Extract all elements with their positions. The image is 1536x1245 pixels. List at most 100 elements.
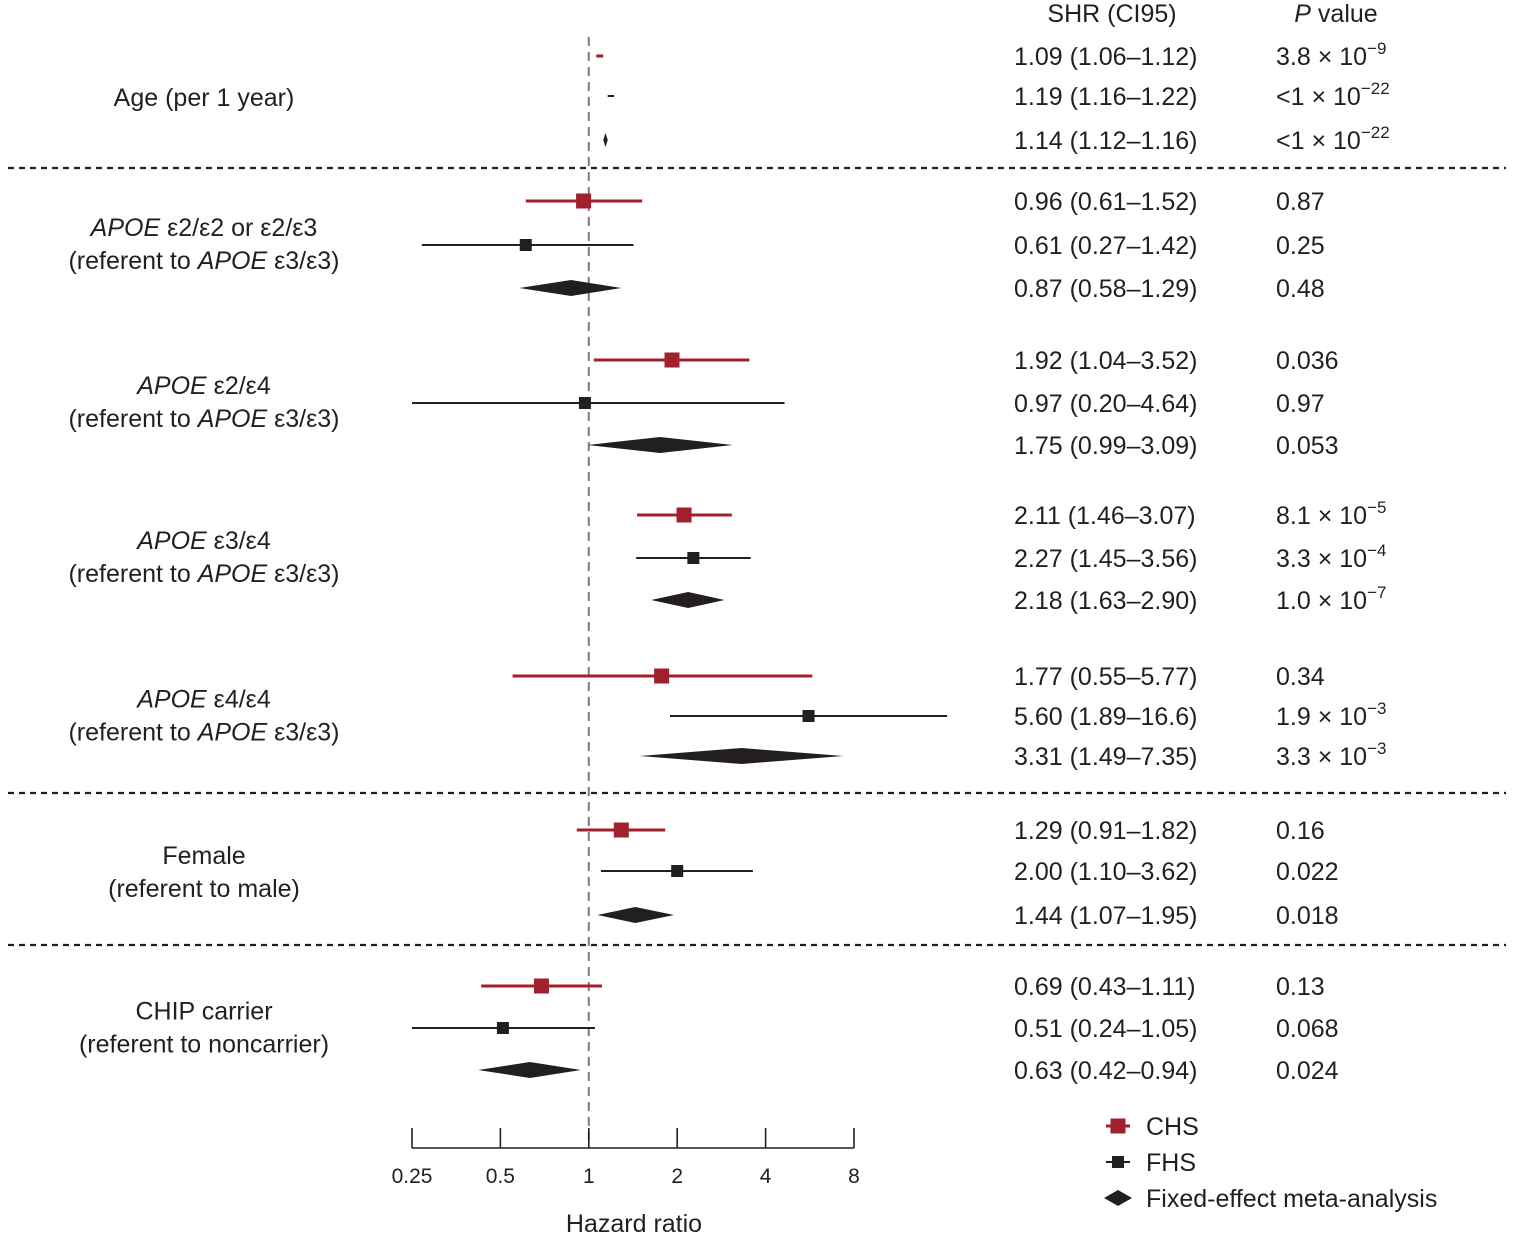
p-value-base: 0.48 [1276,275,1325,303]
fhs-p-value: 1.9 × 10−3 [1276,699,1386,731]
chs-point-estimate [533,978,549,994]
chs-shr-value: 0.69 (0.43–1.11) [1014,973,1196,1001]
group-label-line: APOE ε2/ε4 [135,372,271,400]
meta-shr-value: 0.87 (0.58–1.29) [1014,275,1197,303]
x-tick-label: 4 [760,1165,772,1188]
chs-shr-value: 2.11 (1.46–3.07) [1014,502,1196,530]
group-label-italic: APOE [196,560,268,588]
fhs-shr-value: 1.19 (1.16–1.22) [1014,83,1197,111]
group-6: Female (referent to male) 1.29 (0.91–1.82)… [108,817,1338,930]
p-value-exponent: −3 [1367,699,1386,718]
p-value-exponent: −9 [1367,39,1386,58]
group-label-text: Age (per 1 year) [114,84,295,112]
group-label-line: APOE ε2/ε2 or ε2/ε3 [89,214,318,242]
meta-diamond [519,280,622,296]
legend-square-icon [1112,1156,1124,1168]
group-label-italic: APOE [196,247,268,275]
fhs-shr-value: 0.51 (0.24–1.05) [1014,1015,1197,1043]
group-label-text: ε3/ε4 [207,527,271,555]
group-label-italic: APOE [89,214,161,242]
meta-diamond [478,1062,581,1078]
p-value-exponent: −7 [1367,583,1386,602]
x-tick-label: 8 [848,1165,860,1188]
group-label-italic: APOE [135,372,207,400]
chs-p-value: 0.34 [1276,663,1325,691]
p-value-base: 0.022 [1276,858,1339,886]
chs-shr-value: 1.09 (1.06–1.12) [1014,43,1197,71]
group-label-text: ε3/ε3) [267,560,339,588]
x-axis-label: Hazard ratio [566,1210,702,1238]
shr-column-header: SHR (CI95) [1047,0,1176,28]
p-value-base: 1.9 × 10 [1276,703,1367,731]
chs-point-estimate [654,668,670,684]
fhs-shr-value: 5.60 (1.89–16.6) [1014,703,1197,731]
fhs-p-value: 0.25 [1276,232,1325,260]
legend-item-fixed-effect-meta-analysis: Fixed-effect meta-analysis [1104,1185,1437,1213]
p-value-base: 3.3 × 10 [1276,743,1367,771]
meta-shr-value: 1.14 (1.12–1.16) [1014,127,1197,155]
group-label-text: (referent to [68,405,197,433]
meta-p-value: 0.053 [1276,432,1339,460]
group-label-line: (referent to male) [108,875,300,903]
legend-square-icon [1110,1118,1126,1134]
group-label-line: (referent to noncarrier) [79,1031,329,1059]
meta-diamond [651,592,725,608]
legend-item-fhs: FHS [1106,1149,1196,1177]
meta-shr-value: 2.18 (1.63–2.90) [1014,587,1197,615]
fhs-point-estimate [802,710,815,722]
group-4: APOE ε3/ε4 (referent to APOE ε3/ε3) 2.11 (… [68,498,1386,615]
group-label-text: Female [162,842,245,870]
meta-p-value: <1 × 10−22 [1276,123,1390,155]
meta-diamond [639,748,844,764]
fhs-p-value: 0.022 [1276,858,1339,886]
group-label-line: (referent to APOE ε3/ε3) [68,405,339,433]
p-value-base: 0.068 [1276,1015,1339,1043]
p-value-base: 8.1 × 10 [1276,502,1367,530]
x-tick-label: 0.5 [486,1165,515,1188]
chs-point-estimate [613,822,629,838]
chs-shr-value: 1.92 (1.04–3.52) [1014,347,1197,375]
group-label-italic: APOE [196,719,268,747]
meta-p-value: 3.3 × 10−3 [1276,739,1386,771]
chs-point-estimate [576,193,592,209]
group-label-italic: APOE [135,686,207,714]
group-5: APOE ε4/ε4 (referent to APOE ε3/ε3) 1.77 (… [68,663,1386,771]
meta-p-value: 0.48 [1276,275,1325,303]
fhs-shr-value: 2.27 (1.45–3.56) [1014,545,1197,573]
fhs-shr-value: 0.61 (0.27–1.42) [1014,232,1197,260]
group-label-text: ε3/ε3) [267,405,339,433]
fhs-point-estimate [578,397,591,409]
legend-item-chs: CHS [1106,1113,1199,1141]
meta-shr-value: 0.63 (0.42–0.94) [1014,1057,1197,1085]
p-value-base: 0.024 [1276,1057,1339,1085]
meta-diamond [587,437,733,453]
group-label-line: (referent to APOE ε3/ε3) [68,247,339,275]
x-tick-label: 0.25 [392,1165,433,1188]
group-label-text: ε3/ε3) [267,719,339,747]
meta-p-value: 1.0 × 10−7 [1276,583,1386,615]
p-value-base: 0.13 [1276,973,1325,1001]
fhs-p-value: 0.068 [1276,1015,1339,1043]
chs-p-value: 0.13 [1276,973,1325,1001]
group-label-text: ε2/ε2 or ε2/ε3 [160,214,317,242]
chs-point-estimate [676,507,692,523]
p-value-base: 3.3 × 10 [1276,545,1367,573]
p-value-exponent: −5 [1367,498,1386,517]
chs-shr-value: 0.96 (0.61–1.52) [1014,188,1197,216]
fhs-p-value: 3.3 × 10−4 [1276,541,1386,573]
group-7: CHIP carrier (referent to noncarrier) 0.69… [79,973,1339,1085]
meta-p-value: 0.024 [1276,1057,1339,1085]
group-1: Age (per 1 year) 1.09 (1.06–1.12) 3.8 × 10… [114,39,1390,155]
fhs-shr-value: 2.00 (1.10–3.62) [1014,858,1197,886]
group-label-line: (referent to APOE ε3/ε3) [68,719,339,747]
group-label-line: Female [162,842,245,870]
group-label-line: APOE ε4/ε4 [135,686,271,714]
p-value-exponent: −4 [1367,541,1386,560]
group-label-text: (referent to noncarrier) [79,1031,329,1059]
chs-point-estimate [664,352,680,368]
chs-p-value: 8.1 × 10−5 [1276,498,1386,530]
group-label-line: APOE ε3/ε4 [135,527,271,555]
fhs-shr-value: 0.97 (0.20–4.64) [1014,390,1197,418]
x-tick-label: 2 [671,1165,683,1188]
